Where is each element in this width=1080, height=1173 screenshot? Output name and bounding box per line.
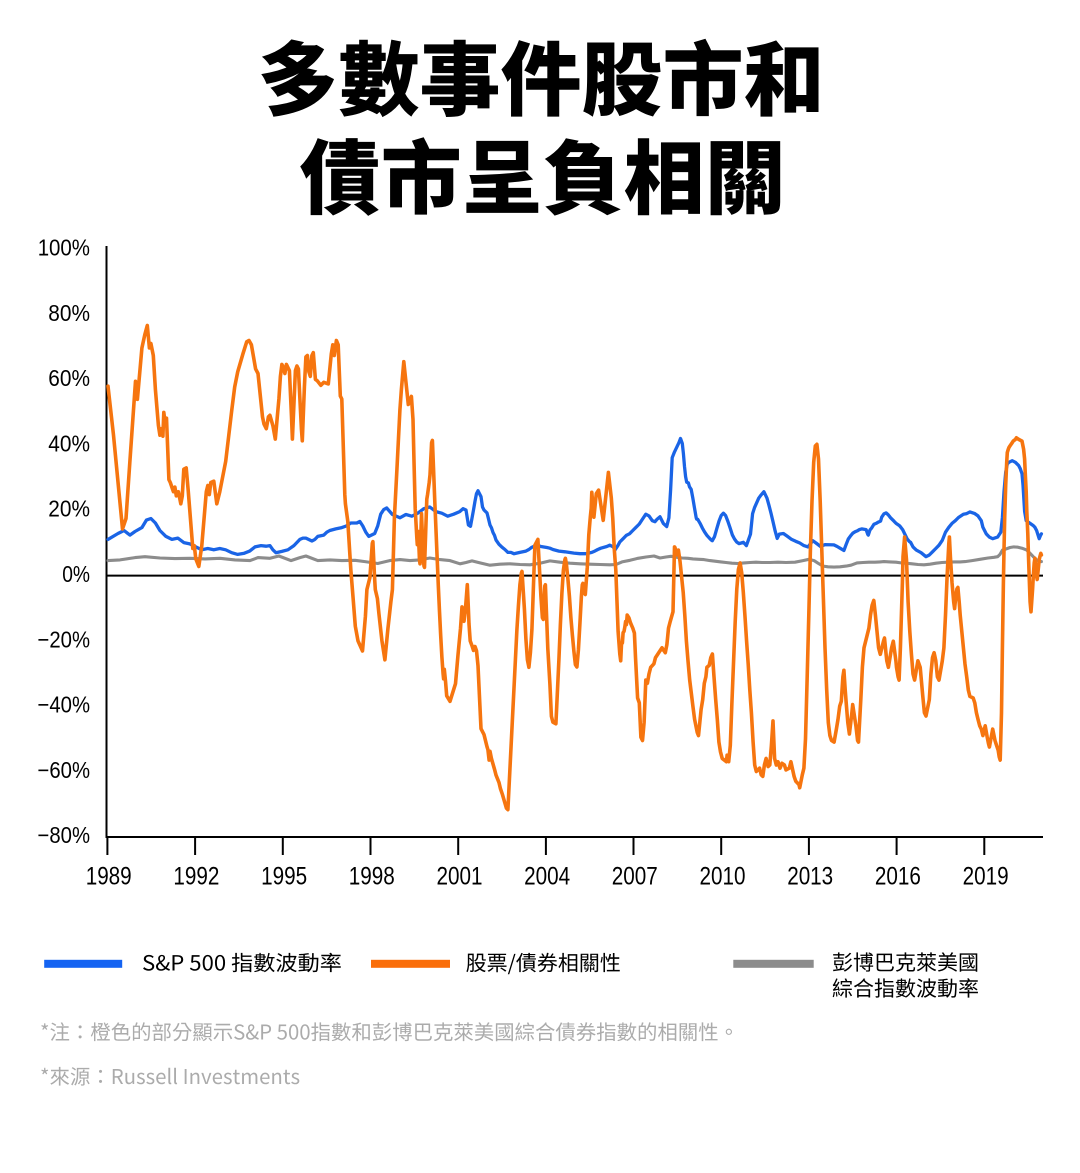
svg-text:1992: 1992 [173, 862, 219, 890]
svg-text:40%: 40% [48, 430, 90, 456]
svg-text:80%: 80% [48, 300, 90, 326]
svg-text:2001: 2001 [437, 862, 483, 890]
svg-text:1995: 1995 [261, 862, 307, 890]
svg-text:2019: 2019 [963, 862, 1009, 890]
svg-text:1989: 1989 [86, 862, 132, 890]
svg-text:2013: 2013 [787, 862, 833, 890]
svg-text:−60%: −60% [38, 757, 91, 783]
svg-text:−20%: −20% [38, 626, 91, 652]
svg-text:2016: 2016 [875, 862, 921, 890]
svg-text:−40%: −40% [38, 692, 91, 718]
svg-text:20%: 20% [48, 496, 90, 522]
svg-text:2007: 2007 [612, 862, 658, 890]
svg-text:60%: 60% [48, 365, 90, 391]
svg-text:0%: 0% [62, 561, 90, 587]
svg-text:1998: 1998 [349, 862, 395, 890]
svg-text:2004: 2004 [524, 862, 570, 890]
svg-text:100%: 100% [38, 235, 90, 261]
svg-text:−80%: −80% [38, 822, 91, 848]
svg-text:2010: 2010 [700, 862, 746, 890]
